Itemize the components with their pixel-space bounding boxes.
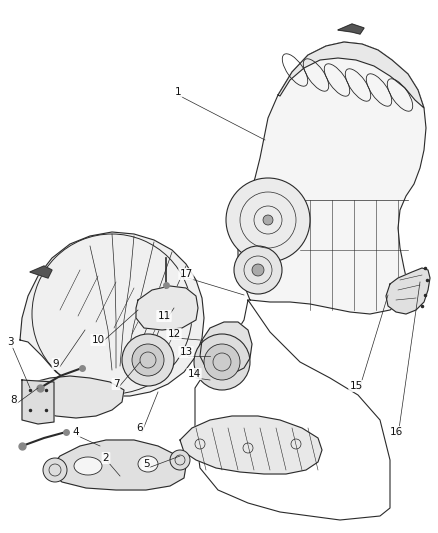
Circle shape: [170, 450, 190, 470]
Polygon shape: [50, 440, 186, 490]
Text: 3: 3: [7, 337, 13, 347]
Text: 14: 14: [187, 369, 201, 379]
Text: 16: 16: [389, 427, 403, 437]
Text: 2: 2: [102, 453, 110, 463]
Text: 9: 9: [53, 359, 59, 369]
Text: 7: 7: [113, 379, 119, 389]
Circle shape: [226, 178, 310, 262]
Polygon shape: [200, 322, 252, 374]
Circle shape: [234, 246, 282, 294]
Polygon shape: [20, 232, 204, 396]
Polygon shape: [386, 268, 430, 314]
Circle shape: [194, 334, 250, 390]
Text: 13: 13: [180, 347, 193, 357]
Circle shape: [252, 264, 264, 276]
Text: 15: 15: [350, 381, 363, 391]
Circle shape: [43, 458, 67, 482]
Polygon shape: [278, 42, 424, 108]
Polygon shape: [22, 380, 54, 424]
Polygon shape: [338, 24, 364, 34]
Ellipse shape: [74, 457, 102, 475]
Text: 17: 17: [180, 269, 193, 279]
Circle shape: [132, 344, 164, 376]
Polygon shape: [238, 42, 426, 314]
Polygon shape: [22, 376, 124, 418]
Text: 10: 10: [92, 335, 105, 345]
Text: 8: 8: [11, 395, 18, 405]
Text: 1: 1: [175, 87, 181, 97]
Text: 6: 6: [137, 423, 143, 433]
Circle shape: [204, 344, 240, 380]
Text: 5: 5: [143, 459, 149, 469]
Circle shape: [122, 334, 174, 386]
Polygon shape: [30, 266, 52, 278]
Text: 12: 12: [167, 329, 180, 339]
Polygon shape: [180, 416, 322, 474]
Polygon shape: [136, 286, 198, 330]
Ellipse shape: [138, 456, 158, 472]
Circle shape: [263, 215, 273, 225]
Text: 11: 11: [157, 311, 171, 321]
Text: 4: 4: [73, 427, 79, 437]
